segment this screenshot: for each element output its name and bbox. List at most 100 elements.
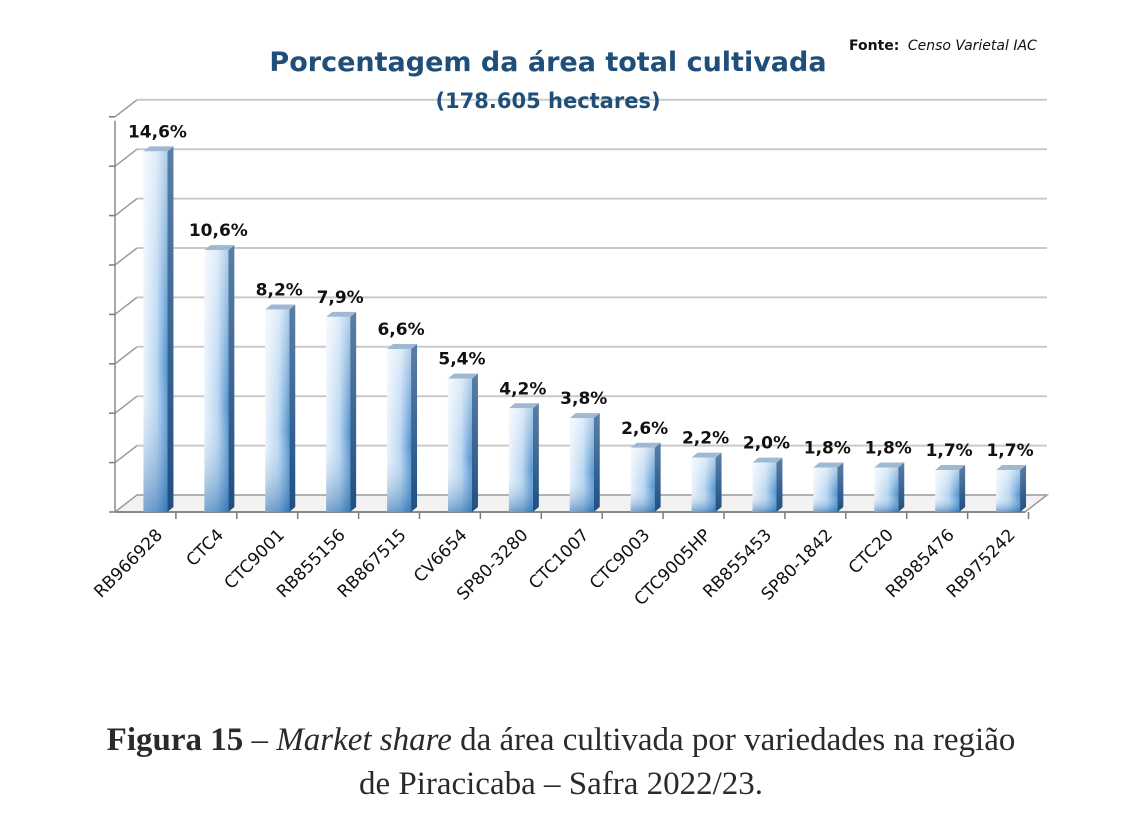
bar-shade	[630, 447, 655, 512]
value-label: 1,7%	[986, 441, 1033, 461]
bar-top	[630, 442, 661, 448]
bar-top	[569, 413, 600, 419]
bar-side	[715, 452, 722, 512]
bar-side	[959, 465, 966, 512]
gridline-depth	[114, 247, 138, 266]
bar-side	[654, 442, 661, 512]
bar-top	[265, 304, 296, 310]
bar-CTC4	[204, 245, 235, 512]
bar-RB975242	[996, 465, 1027, 512]
chart-subtitle: (178.605 hectares)	[435, 89, 660, 113]
bar-CTC1007	[569, 413, 600, 512]
bar-side	[1020, 465, 1027, 512]
bar-shade	[265, 309, 290, 512]
gridline-depth	[114, 148, 138, 167]
bar-CTC9001	[265, 304, 296, 512]
bar-side	[776, 457, 783, 512]
bar-top	[935, 465, 966, 471]
bar-shade	[387, 348, 412, 512]
figure-caption: Figura 15 – Market share da área cultiva…	[0, 718, 1122, 806]
caption-italic: Market share	[276, 722, 452, 758]
bar-RB985476	[935, 465, 966, 512]
bar-side	[228, 245, 235, 512]
bar-CTC9005HP	[691, 452, 722, 512]
bar-shade	[813, 467, 838, 512]
bar-shade	[996, 470, 1021, 512]
bar-shade	[508, 408, 533, 512]
bar-side	[350, 311, 357, 512]
value-label: 2,6%	[621, 419, 668, 439]
source-label: Fonte:	[849, 38, 899, 54]
value-label: 5,4%	[438, 350, 485, 370]
bar-RB855156	[326, 311, 357, 512]
caption-label: Figura 15	[106, 722, 244, 758]
caption-line-1: Figura 15 – Market share da área cultiva…	[0, 718, 1122, 762]
bar-shade	[204, 250, 229, 512]
value-label: 4,2%	[499, 379, 546, 399]
bar-top	[204, 245, 235, 251]
bar-top	[996, 465, 1027, 471]
value-label: 2,2%	[682, 429, 729, 449]
bar-SP80-1842	[813, 462, 844, 512]
bar-shade	[326, 316, 351, 512]
gridline-depth	[114, 99, 138, 118]
bar-shade	[143, 151, 168, 512]
bar-side	[471, 373, 478, 512]
value-labels: 14,6% 10,6% 8,2% 7,9% 6,6% 5,4% 4,2% 3,8% 2,6% 2,…	[128, 122, 1034, 461]
value-label: 2,0%	[743, 434, 790, 454]
caption-line-2: de Piracicaba – Safra 2022/23.	[358, 766, 764, 802]
bar-top	[752, 457, 783, 463]
gridline-depth	[114, 445, 138, 464]
bar-CV6654	[447, 373, 478, 512]
value-label: 1,8%	[865, 439, 912, 459]
value-label: 7,9%	[317, 288, 364, 308]
chart-title: Porcentagem da área total cultivada	[269, 47, 826, 78]
bar-shade	[752, 462, 777, 512]
value-label: 1,8%	[804, 439, 851, 459]
bars	[143, 146, 1027, 512]
value-label: 1,7%	[926, 441, 973, 461]
bar-shade	[874, 467, 899, 512]
bar-side	[898, 462, 905, 512]
bar-top	[447, 373, 478, 379]
bar-chart: 14,6% 10,6% 8,2% 7,9% 6,6% 5,4% 4,2% 3,8% 2,6% 2,…	[90, 38, 1050, 610]
source-text: Censo Varietal IAC	[908, 38, 1037, 54]
chart-area: 14,6% 10,6% 8,2% 7,9% 6,6% 5,4% 4,2% 3,8% 2,6% 2,…	[90, 38, 1050, 610]
bar-side	[593, 413, 600, 512]
bar-shade	[691, 457, 716, 512]
bar-top	[874, 462, 905, 468]
bar-top	[387, 343, 418, 349]
caption-text: da área cultivada por variedades na regi…	[451, 722, 1016, 758]
bar-RB966928	[143, 146, 174, 512]
gridline-depth	[114, 346, 138, 365]
bar-RB855453	[752, 457, 783, 512]
gridline-depth	[114, 296, 138, 315]
gridline-depth	[114, 395, 138, 414]
bar-SP80-3280	[508, 403, 539, 512]
bar-side	[532, 403, 539, 512]
value-label: 14,6%	[128, 122, 187, 142]
bar-top	[326, 311, 357, 317]
value-label: 10,6%	[189, 221, 248, 241]
bar-shade	[935, 470, 960, 512]
value-label: 6,6%	[377, 320, 424, 340]
bar-CTC9003	[630, 442, 661, 512]
category-label: RB966928	[90, 525, 167, 602]
bar-side	[167, 146, 174, 512]
bar-side	[289, 304, 296, 512]
bar-shade	[447, 378, 472, 512]
category-label: CV6654	[410, 525, 471, 586]
bar-top	[691, 452, 722, 458]
bar-top	[508, 403, 539, 409]
bar-CTC20	[874, 462, 905, 512]
gridline-depth	[114, 198, 138, 217]
bar-top	[143, 146, 174, 152]
value-label: 3,8%	[560, 389, 607, 409]
bar-RB867515	[387, 343, 418, 512]
category-label: CTC1007	[525, 525, 593, 593]
bar-top	[813, 462, 844, 468]
category-label: CTC4	[183, 525, 228, 570]
bar-shade	[569, 418, 594, 512]
value-label: 8,2%	[256, 280, 303, 300]
